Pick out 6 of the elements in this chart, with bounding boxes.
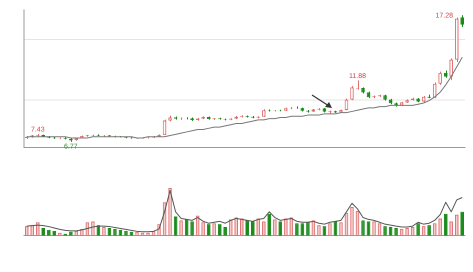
candlestick bbox=[432, 82, 436, 99]
candlestick bbox=[438, 71, 442, 86]
candlestick bbox=[162, 119, 166, 136]
candlestick bbox=[460, 14, 464, 28]
candlestick bbox=[449, 58, 453, 81]
candlestick bbox=[350, 86, 354, 101]
